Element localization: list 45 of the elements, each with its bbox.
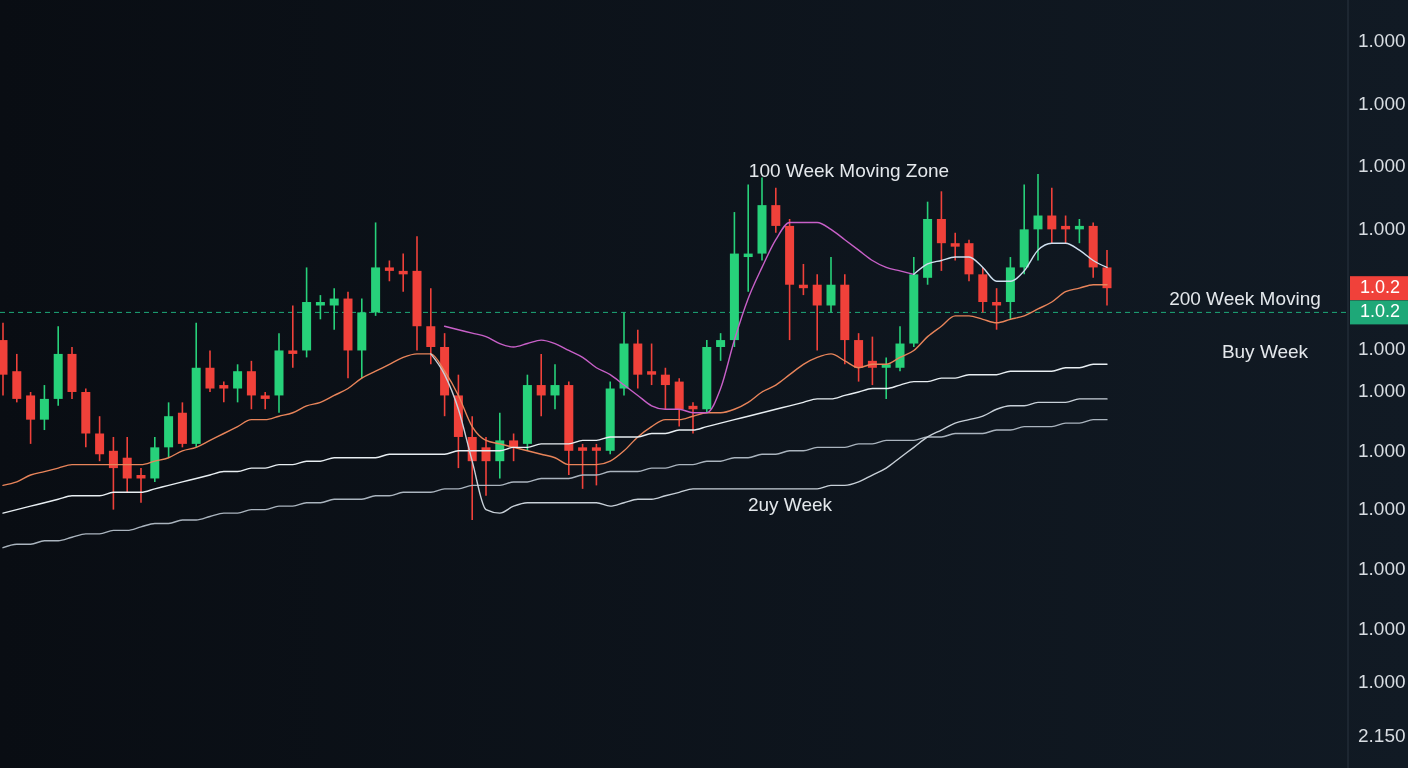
candlestick: [384, 259, 394, 283]
candlestick: [716, 332, 726, 362]
candlestick: [1047, 187, 1057, 244]
text: 1.000: [1358, 93, 1406, 115]
candlestick: [660, 366, 670, 411]
text: 1.000: [1358, 671, 1406, 693]
text: Buy Week: [1221, 341, 1309, 363]
candlestick: [426, 287, 436, 366]
candlestick: [826, 256, 836, 314]
candlestick: [233, 363, 243, 404]
candlestick: [647, 342, 657, 386]
candlestick: [205, 349, 215, 393]
candlestick: [122, 436, 132, 494]
annotation: 2uy Week: [747, 494, 833, 516]
text: 1.000: [1358, 380, 1406, 402]
candlestick: [288, 304, 298, 369]
candlestick: [39, 384, 49, 431]
text: 1.000: [1358, 440, 1406, 462]
candlestick: [95, 415, 105, 462]
candlestick: [108, 436, 118, 511]
text: 1.000: [1358, 338, 1406, 360]
candlestick: [1102, 249, 1112, 307]
text: 1.000: [1358, 218, 1406, 240]
candlestick: [260, 391, 270, 411]
candlestick: [509, 432, 519, 462]
text: 1.000: [1358, 558, 1406, 580]
text: 200 Week Moving: [1169, 288, 1321, 310]
text: 1.000: [1358, 30, 1406, 52]
candlestick: [219, 380, 229, 404]
candlestick: [550, 363, 560, 411]
candlestick: [1033, 173, 1043, 262]
candlestick: [771, 187, 781, 234]
text: 1.000: [1358, 618, 1406, 640]
candlestick: [578, 443, 588, 490]
annotation: 100 Week Moving Zone: [748, 160, 950, 182]
text: 1.000: [1358, 498, 1406, 520]
text: 1.000: [1358, 155, 1406, 177]
text: 1.0.2: [1360, 276, 1401, 297]
text: 2.150: [1358, 725, 1406, 747]
candlestick: [812, 273, 822, 352]
candlestick: [881, 356, 891, 400]
candlestick: [950, 232, 960, 262]
candlestick: [536, 353, 546, 417]
ref-line-label: 1.0.2: [1360, 301, 1401, 322]
candlestick: [591, 443, 601, 487]
